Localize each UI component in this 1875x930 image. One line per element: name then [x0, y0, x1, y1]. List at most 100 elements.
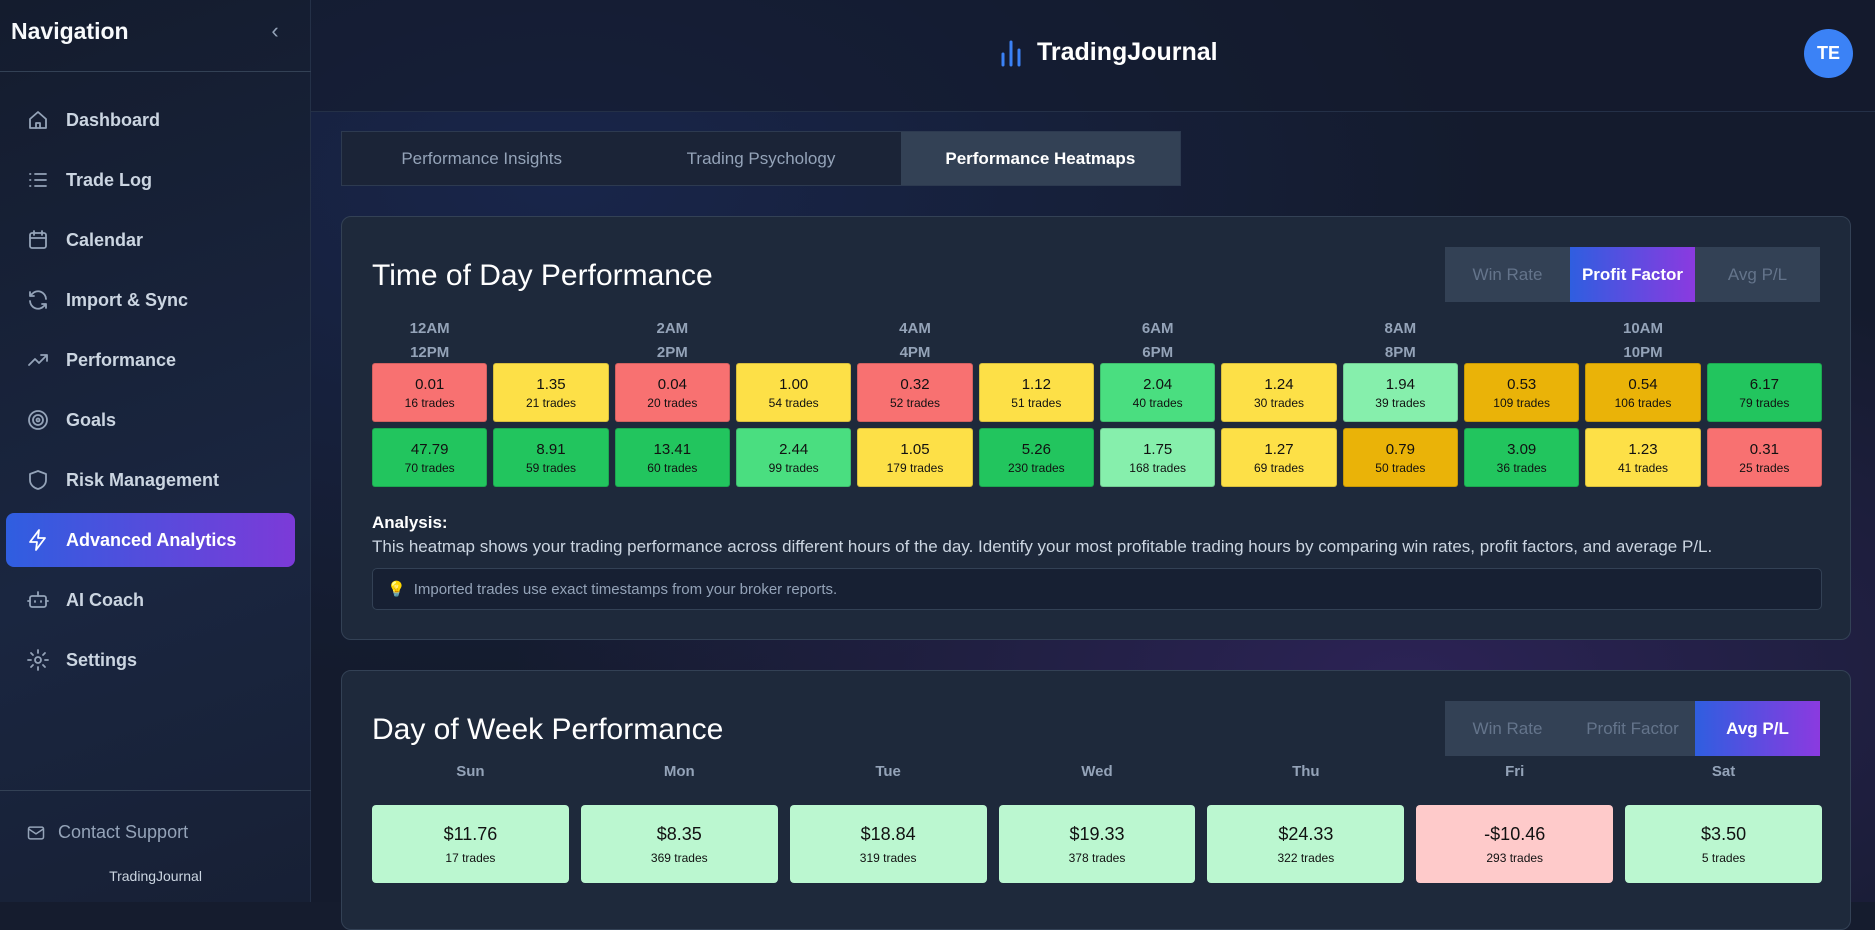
- day-label: Sat: [1711, 763, 1736, 780]
- header: TradingJournal TE: [311, 0, 1875, 112]
- day-cell[interactable]: $24.33 322 trades: [1207, 805, 1405, 883]
- cell-trades: 230 trades: [1007, 460, 1065, 475]
- heatmap-cell[interactable]: 0.04 20 trades: [614, 363, 730, 422]
- sidebar-item-label: Risk Management: [66, 469, 220, 490]
- sidebar-item-risk-management[interactable]: Risk Management: [6, 453, 295, 507]
- bot-icon: [27, 591, 49, 608]
- cell-value: 1.75: [1143, 440, 1173, 458]
- cell-trades: 40 trades: [1132, 395, 1183, 410]
- toggle-profit-factor[interactable]: Profit Factor: [1586, 718, 1679, 738]
- heatmap-cell[interactable]: 3.09 36 trades: [1464, 428, 1580, 487]
- hour-label-pm: 6PM: [1142, 344, 1174, 361]
- cell-value: 2.44: [779, 440, 809, 458]
- hour-label-am: 10AM: [1622, 320, 1663, 337]
- heatmap-cell[interactable]: 0.32 52 trades: [857, 363, 973, 422]
- cell-trades: 70 trades: [404, 460, 455, 475]
- heatmap-cell[interactable]: 0.01 16 trades: [372, 363, 488, 422]
- sidebar-item-performance[interactable]: Performance: [6, 333, 295, 387]
- cell-value: 1.05: [900, 440, 930, 458]
- card-title: Day of Week Performance: [372, 713, 724, 746]
- toggle-profit-factor[interactable]: Profit Factor: [1570, 247, 1695, 302]
- day-of-week-card: Day of Week Performance Win Rate Profit …: [341, 670, 1851, 930]
- collapse-sidebar-button[interactable]: ‹: [262, 18, 288, 44]
- sidebar-item-label: AI Coach: [66, 589, 145, 610]
- heatmap-cell[interactable]: 0.53 109 trades: [1464, 363, 1580, 422]
- sidebar-item-label: Dashboard: [66, 109, 161, 130]
- toggle-win-rate[interactable]: Win Rate: [1472, 264, 1543, 284]
- sidebar-item-advanced-analytics[interactable]: Advanced Analytics: [6, 513, 295, 567]
- sidebar-item-trade-log[interactable]: Trade Log: [6, 153, 295, 207]
- sidebar-item-goals[interactable]: Goals: [6, 393, 295, 447]
- metric-toggle: Win Rate Profit Factor Avg P/L: [1445, 701, 1820, 756]
- tab-trading-psychology[interactable]: Trading Psychology: [686, 148, 836, 168]
- toggle-avg-pl[interactable]: Avg P/L: [1727, 264, 1788, 284]
- user-avatar[interactable]: TE: [1804, 29, 1853, 78]
- sidebar-item-settings[interactable]: Settings: [6, 633, 295, 687]
- heatmap-cell[interactable]: 6.17 79 trades: [1706, 363, 1822, 422]
- time-heatmap: 0.01 16 trades 1.35 21 trades 0.04 20 trades 1…: [372, 363, 1822, 487]
- contact-support-link[interactable]: Contact Support: [26, 822, 188, 843]
- day-cell[interactable]: $3.50 5 trades: [1625, 805, 1822, 883]
- hour-label-pm: 2PM: [656, 344, 688, 361]
- cell-value: 0.01: [415, 375, 445, 393]
- heatmap-cell[interactable]: 1.05 179 trades: [857, 428, 973, 487]
- cell-trades: 293 trades: [1486, 850, 1544, 865]
- heatmap-cell[interactable]: 5.26 230 trades: [978, 428, 1094, 487]
- heatmap-cell[interactable]: 13.41 60 trades: [614, 428, 730, 487]
- cell-value: 1.12: [1021, 375, 1051, 393]
- heatmap-cell[interactable]: 1.24 30 trades: [1221, 363, 1337, 422]
- cell-trades: 79 trades: [1739, 395, 1790, 410]
- cell-value: 0.53: [1507, 375, 1537, 393]
- calendar-icon: [29, 230, 47, 249]
- heatmap-cell[interactable]: 0.31 25 trades: [1706, 428, 1822, 487]
- heatmap-cell[interactable]: 1.35 21 trades: [493, 363, 609, 422]
- cell-value: 47.79: [410, 440, 449, 458]
- heatmap-cell[interactable]: 0.54 106 trades: [1585, 363, 1701, 422]
- cell-trades: 5 trades: [1701, 850, 1746, 865]
- heatmap-cell[interactable]: 1.75 168 trades: [1100, 428, 1216, 487]
- sidebar-title: Navigation: [11, 18, 129, 44]
- day-cell[interactable]: $8.35 369 trades: [580, 805, 778, 883]
- heatmap-cell[interactable]: 1.00 54 trades: [736, 363, 852, 422]
- sidebar-item-ai-coach[interactable]: AI Coach: [6, 573, 295, 627]
- cell-trades: 51 trades: [1011, 395, 1062, 410]
- day-cell[interactable]: $18.84 319 trades: [789, 805, 987, 883]
- day-label: Tue: [875, 763, 901, 780]
- sidebar-item-calendar[interactable]: Calendar: [6, 213, 295, 267]
- day-label: Fri: [1505, 763, 1525, 780]
- day-cell[interactable]: $11.76 17 trades: [372, 805, 569, 883]
- card-title: Time of Day Performance: [372, 259, 713, 292]
- toggle-avg-pl[interactable]: Avg P/L: [1695, 701, 1820, 756]
- cell-trades: 179 trades: [886, 460, 944, 475]
- heatmap-cell[interactable]: 8.91 59 trades: [493, 428, 609, 487]
- heatmap-cell[interactable]: 1.27 69 trades: [1221, 428, 1337, 487]
- tab-performance-insights[interactable]: Performance Insights: [401, 148, 562, 168]
- heatmap-cell[interactable]: 47.79 70 trades: [372, 428, 488, 487]
- hour-label: 12AM 12PM: [372, 317, 488, 365]
- day-cell[interactable]: -$10.46 293 trades: [1416, 805, 1614, 883]
- sidebar-item-label: Settings: [66, 649, 138, 670]
- heatmap-cell[interactable]: 1.23 41 trades: [1585, 428, 1701, 487]
- cell-value: 0.32: [900, 375, 930, 393]
- hour-label-am: 8AM: [1384, 320, 1417, 337]
- logo[interactable]: TradingJournal: [999, 38, 1218, 67]
- heatmap-cell[interactable]: 1.94 39 trades: [1342, 363, 1458, 422]
- tab-performance-heatmaps[interactable]: Performance Heatmaps: [900, 132, 1180, 185]
- cell-value: 1.00: [779, 375, 809, 393]
- cell-value: 1.27: [1264, 440, 1294, 458]
- heatmap-cell[interactable]: 0.79 50 trades: [1342, 428, 1458, 487]
- heatmap-cell[interactable]: 1.12 51 trades: [978, 363, 1094, 422]
- cell-trades: 322 trades: [1277, 850, 1335, 865]
- sidebar-item-dashboard[interactable]: Dashboard: [6, 93, 295, 147]
- day-cell[interactable]: $19.33 378 trades: [998, 805, 1196, 883]
- hour-label: 6AM 6PM: [1100, 317, 1216, 365]
- cell-value: 8.91: [536, 440, 566, 458]
- hour-label: 10AM 10PM: [1585, 317, 1701, 365]
- sidebar-item-import-sync[interactable]: Import & Sync: [6, 273, 295, 327]
- heatmap-cell[interactable]: 2.04 40 trades: [1100, 363, 1216, 422]
- cell-trades: 378 trades: [1068, 850, 1126, 865]
- heatmap-cell[interactable]: 2.44 99 trades: [736, 428, 852, 487]
- target-icon: [28, 410, 48, 430]
- analysis-text: This heatmap shows your trading performa…: [372, 537, 1713, 556]
- toggle-win-rate[interactable]: Win Rate: [1472, 718, 1543, 738]
